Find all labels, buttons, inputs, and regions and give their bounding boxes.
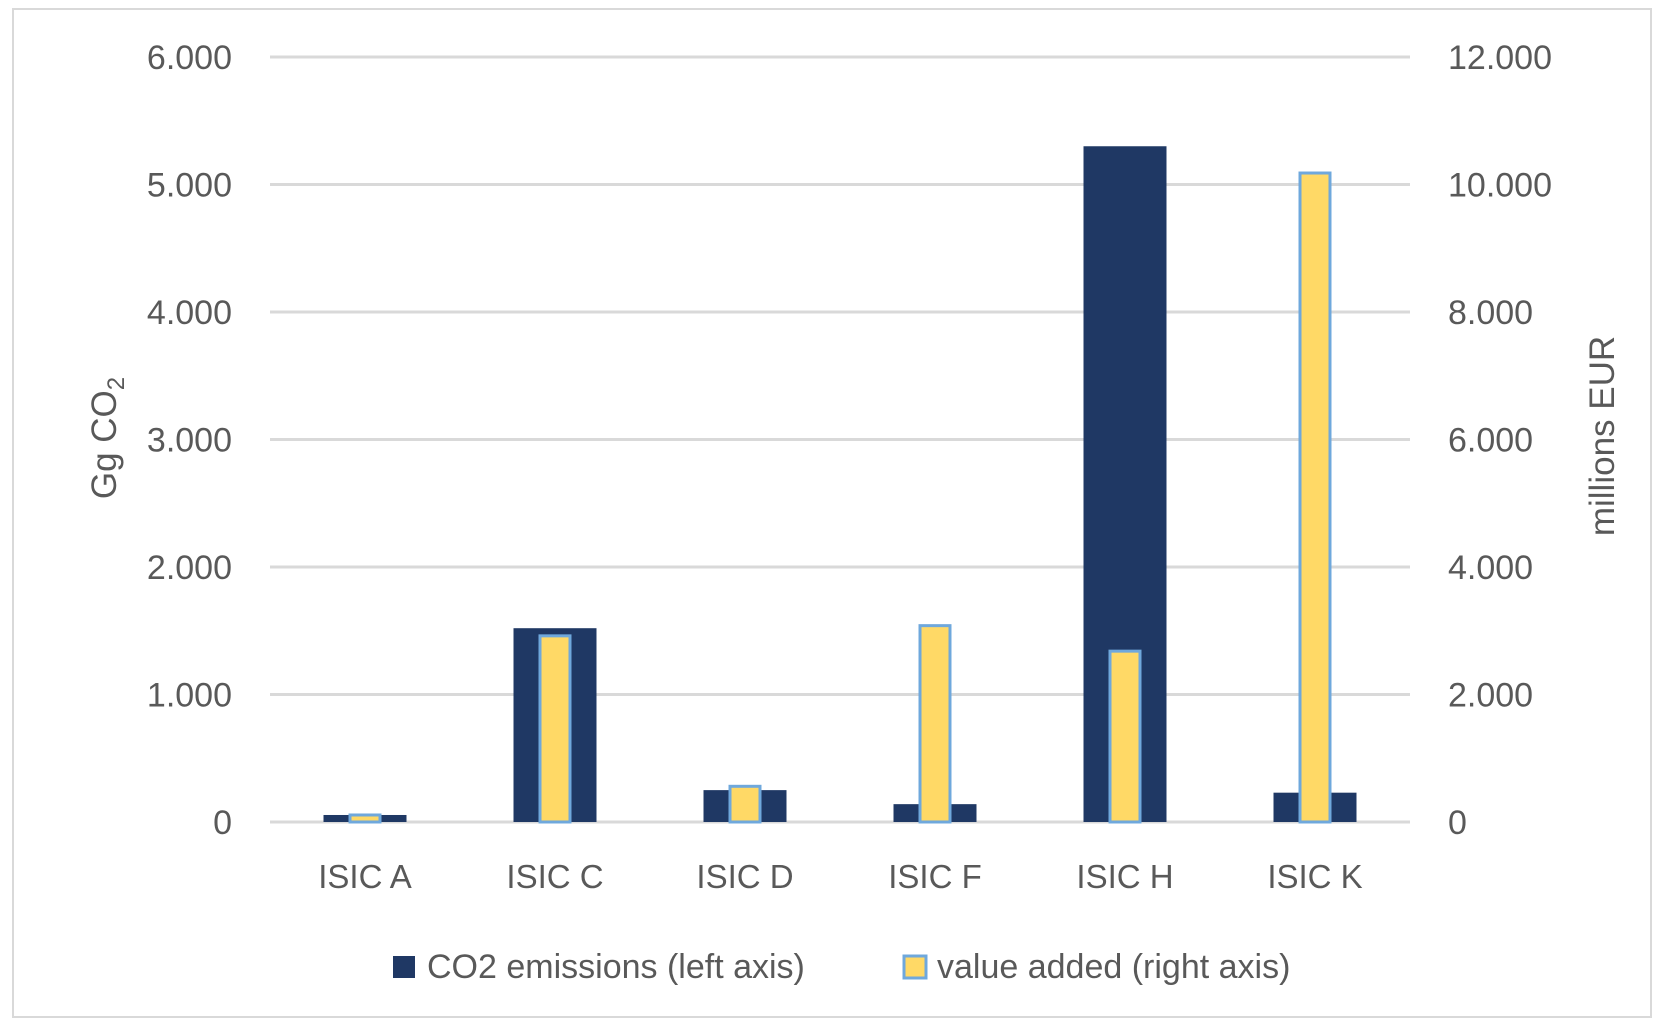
chart-frame: [12, 8, 1652, 1018]
left-tick-label: 3.000: [147, 422, 232, 460]
right-axis-ticks: 0 2.000 4.000 6.000 8.000 10.000 12.000: [1448, 39, 1552, 842]
left-tick-label: 1.000: [147, 677, 232, 715]
gridlines: [270, 55, 1410, 824]
left-tick-label: 4.000: [147, 294, 232, 332]
category-label: ISIC H: [1076, 858, 1173, 895]
left-tick-label: 5.000: [147, 167, 232, 205]
co2-bars: [323, 146, 1357, 822]
right-tick-label: 12.000: [1448, 39, 1552, 77]
legend-swatch-co2: [393, 956, 415, 978]
left-tick-label: 2.000: [147, 549, 232, 587]
category-labels: ISIC A ISIC C ISIC D ISIC F ISIC H ISIC K: [318, 858, 1362, 895]
category-label: ISIC C: [506, 858, 603, 895]
left-tick-label: 6.000: [147, 39, 232, 77]
value-added-bar: [728, 784, 762, 824]
value-added-bar: [1298, 171, 1332, 824]
legend-swatch-value-added: [902, 954, 928, 980]
right-tick-label: 0: [1448, 804, 1467, 842]
right-tick-label: 10.000: [1448, 167, 1552, 205]
value-added-bar: [1108, 649, 1142, 824]
category-label: ISIC K: [1267, 858, 1362, 895]
legend-label-value-added: value added (right axis): [937, 948, 1290, 986]
category-label: ISIC D: [696, 858, 793, 895]
value-added-bar: [348, 813, 382, 824]
left-tick-label: 0: [213, 804, 232, 842]
right-axis-title: millions EUR: [1583, 336, 1622, 536]
legend: CO2 emissions (left axis) value added (r…: [393, 948, 1290, 986]
legend-label-co2: CO2 emissions (left axis): [427, 948, 805, 986]
value-added-bar: [538, 634, 572, 824]
right-tick-label: 4.000: [1448, 549, 1533, 587]
right-tick-label: 8.000: [1448, 294, 1533, 332]
category-label: ISIC A: [318, 858, 412, 895]
right-tick-label: 2.000: [1448, 677, 1533, 715]
left-axis-ticks: 0 1.000 2.000 3.000 4.000 5.000 6.000: [147, 39, 232, 842]
value-added-bar: [918, 624, 952, 824]
left-axis-title: Gg CO2: [85, 377, 130, 499]
category-label: ISIC F: [888, 858, 982, 895]
value-added-bars: [348, 171, 1332, 824]
right-tick-label: 6.000: [1448, 422, 1533, 460]
